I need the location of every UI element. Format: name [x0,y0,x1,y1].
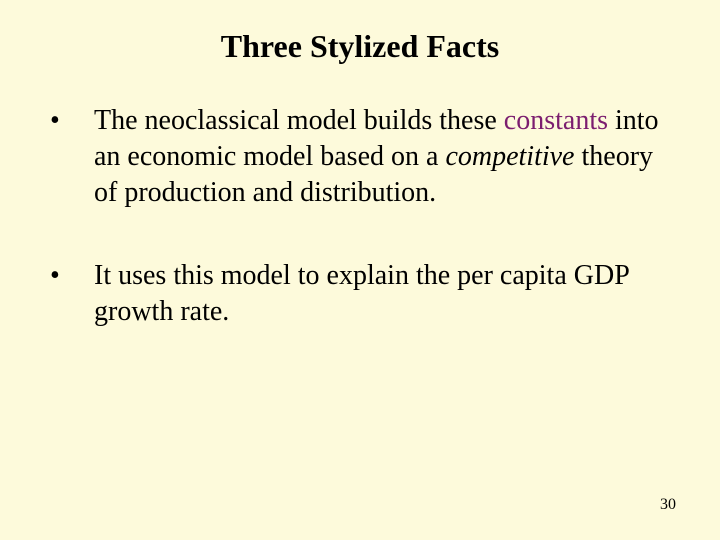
slide: Three Stylized Facts •The neoclassical m… [0,0,720,540]
bullet-marker: • [48,103,94,139]
bullet-item: •The neoclassical model builds these con… [48,103,672,210]
slide-title: Three Stylized Facts [48,28,672,65]
page-number: 30 [660,496,676,514]
bullet-marker: • [48,258,94,294]
bullet-text: It uses this model to explain the per ca… [94,258,672,330]
text-segment: constants [504,105,608,136]
text-segment: competitive [445,141,574,172]
bullet-text: The neoclassical model builds these cons… [94,103,672,210]
bullet-item: •It uses this model to explain the per c… [48,258,672,330]
text-segment: It uses this model to explain the per ca… [94,260,629,327]
bullet-list: •The neoclassical model builds these con… [48,103,672,330]
text-segment: The neoclassical model builds these [94,105,504,136]
